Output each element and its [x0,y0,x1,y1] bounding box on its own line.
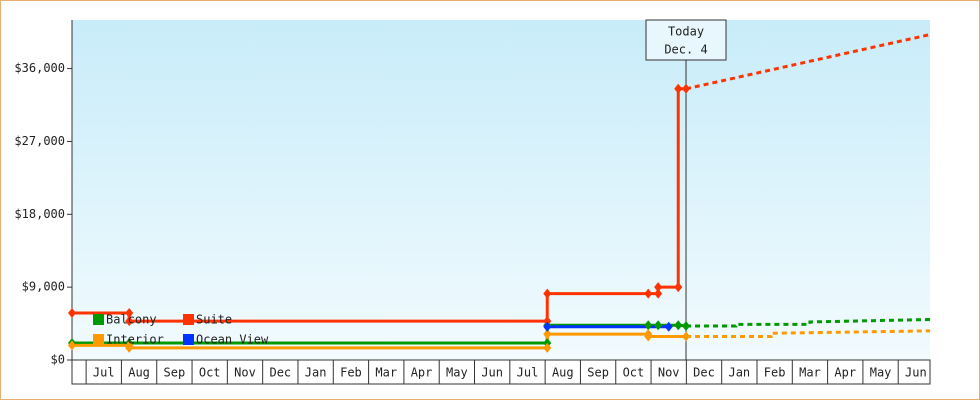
y-tick-label: $27,000 [14,134,65,148]
x-tick-label: Mar [799,366,821,380]
y-tick-label: $0 [51,353,65,367]
x-tick-label: Jun [481,366,503,380]
price-point [682,83,691,94]
price-point [644,331,653,342]
x-tick-label: Jan [305,366,327,380]
x-tick-label: Mar [375,366,397,380]
price-point [654,320,663,331]
price-point [543,342,552,353]
legend-label: Suite [196,313,232,327]
legend-swatch [183,334,194,345]
price-point [125,308,134,319]
x-tick-label: Feb [764,366,786,380]
legend-swatch [93,314,104,325]
x-tick-label: Aug [128,366,150,380]
price-point [654,288,663,299]
price-point [654,282,663,293]
x-tick-label: Apr [834,366,856,380]
price-point [125,342,134,353]
price-point [543,329,552,340]
legend-label: Interior [106,333,164,347]
x-tick-label: Jul [93,366,115,380]
x-tick-label: Jun [905,366,927,380]
x-tick-label: Oct [199,366,221,380]
legend-label: Ocean View [196,333,269,347]
x-tick-label: Sep [164,366,186,380]
price-point [68,308,76,319]
x-tick-label: Nov [234,366,256,380]
legend-swatch [93,334,104,345]
y-tick-label: $18,000 [14,207,65,221]
legend-label: Balcony [106,313,157,327]
price-point [644,320,653,331]
price-point [543,288,552,299]
plot-area [72,20,930,360]
price-point [125,316,134,327]
x-tick-label: Jan [728,366,750,380]
x-tick-label: Nov [658,366,680,380]
price-point [543,321,552,332]
x-tick-label: May [870,366,892,380]
x-tick-label: Sep [587,366,609,380]
forecast-line [686,318,931,328]
price-point [682,321,691,331]
price-point [682,331,691,342]
x-tick-label: Feb [340,366,362,380]
price-point [664,321,673,332]
price-point [674,83,683,94]
x-tick-label: Jul [517,366,539,380]
y-tick-label: $36,000 [14,61,65,75]
price-point [674,320,683,331]
price-point [68,340,76,351]
x-tick-label: Dec [693,366,715,380]
x-tick-label: May [446,366,468,380]
price-point [644,288,653,299]
forecast-line [685,33,931,91]
today-box [645,19,727,61]
price-point [674,282,683,293]
x-tick-label: Dec [269,366,291,380]
x-tick-label: Aug [552,366,574,380]
today-date: Dec. 4 [664,43,707,57]
y-tick-label: $9,000 [22,280,65,294]
x-tick-label: Oct [623,366,645,380]
x-axis-row [71,359,931,385]
x-tick-label: Apr [411,366,433,380]
price-point [543,316,552,327]
today-label: Today [668,25,704,39]
legend-swatch [183,314,194,325]
